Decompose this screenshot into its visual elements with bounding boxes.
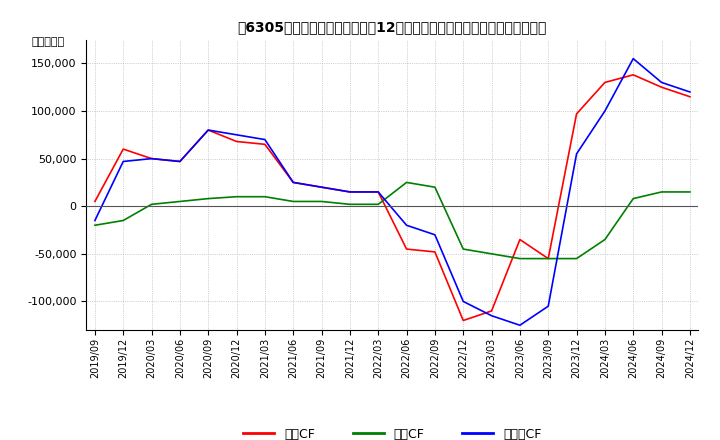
Title: ［6305］　キャッシュフローの12か月移動合計の対前年同期増減額の推移: ［6305］ キャッシュフローの12か月移動合計の対前年同期増減額の推移 (238, 20, 547, 34)
Text: （百万円）: （百万円） (31, 37, 65, 47)
Legend: 営業CF, 投資CF, フリーCF: 営業CF, 投資CF, フリーCF (238, 423, 546, 440)
